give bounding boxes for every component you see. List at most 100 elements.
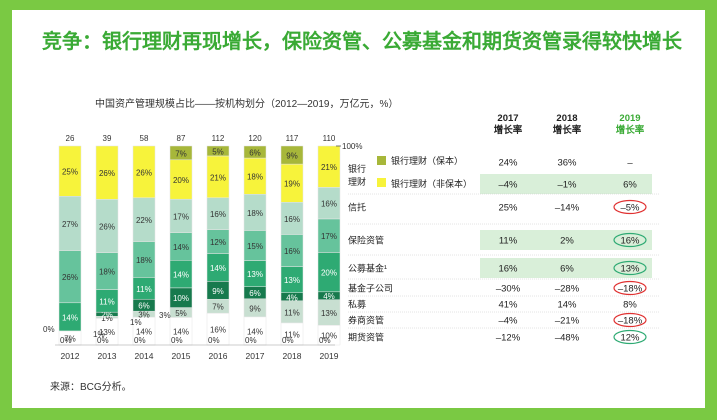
data-label-outside: 0% [43, 325, 55, 334]
data-label: 25% [62, 168, 78, 177]
x-tick-label: 2017 [246, 351, 265, 361]
total-label: 58 [140, 134, 149, 143]
data-label: 14% [136, 328, 152, 337]
data-label: 13% [247, 270, 263, 279]
bar-segment [317, 145, 341, 188]
growth-header-label: 增长率 [553, 124, 582, 136]
x-tick-label: 2018 [283, 351, 302, 361]
total-label: 120 [248, 134, 262, 143]
data-label: 16% [284, 215, 300, 224]
data-label: 11% [284, 330, 299, 339]
data-label: 18% [136, 256, 152, 265]
total-label: 26 [66, 134, 75, 143]
data-label: 21% [210, 173, 226, 182]
bar-segment [132, 145, 156, 198]
legend-bank-non-guaranteed: 银行理财（非保本） [391, 178, 472, 189]
data-label: 14% [173, 328, 189, 337]
data-label: 14% [173, 243, 189, 252]
data-label: 19% [284, 180, 300, 189]
data-label: 13% [321, 309, 337, 318]
x-tick-label: 2019 [320, 351, 339, 361]
growth-2017-mutual_fund: 16% [498, 264, 518, 275]
data-label: 18% [247, 209, 263, 218]
legend-bank-group: 理财 [348, 176, 366, 187]
data-label: 18% [247, 173, 263, 182]
growth-2018-futures: –48% [555, 333, 580, 344]
row-label-trust: 信托 [348, 202, 366, 213]
highlight-circle-red [613, 312, 647, 328]
data-label-outside: 3% [159, 311, 171, 320]
data-label: 6% [249, 289, 261, 298]
data-label: 0% [60, 336, 72, 345]
data-label: 26% [136, 168, 152, 177]
bar-segment [206, 145, 230, 157]
growth-2017-insurance: 11% [499, 236, 518, 247]
data-label: 0% [208, 336, 220, 345]
data-label: 13% [284, 276, 300, 285]
x-tick-label: 2016 [209, 351, 228, 361]
total-label: 117 [286, 134, 299, 143]
growth-2019-mutual_fund: 13% [620, 264, 640, 275]
data-label: 7% [175, 149, 187, 158]
data-label: 5% [212, 147, 224, 156]
data-label: 9% [249, 304, 261, 313]
data-label: 20% [321, 269, 337, 278]
growth-header-year: 2017 [497, 113, 518, 124]
data-label: 4% [286, 293, 298, 302]
data-label: 15% [247, 242, 263, 251]
data-label: 14% [62, 313, 78, 322]
legend-bank-guaranteed: 银行理财（保本） [391, 155, 463, 166]
growth-2019-insurance: 16% [620, 236, 640, 247]
growth-2018-bank_non_guaranteed: –1% [557, 180, 577, 191]
highlight-circle-red [613, 199, 647, 215]
data-label: 16% [284, 247, 300, 256]
total-label: 110 [323, 134, 336, 143]
data-label: 11% [284, 308, 299, 317]
growth-2017-bank_guaranteed: 24% [498, 158, 518, 169]
row-label-insurance: 保险资管 [348, 235, 384, 246]
growth-2018-trust: –14% [555, 203, 580, 214]
growth-2017-futures: –12% [496, 333, 521, 344]
data-label: 6% [249, 149, 261, 158]
data-label: 1% [101, 314, 113, 323]
bar-segment [169, 145, 193, 161]
total-label: 112 [212, 134, 225, 143]
bar-segment [95, 145, 119, 200]
page-title: 竞争：银行理财再现增长，保险资管、公募基金和期货资管录得较快增长 [42, 31, 682, 53]
growth-2018-private_fund: 14% [557, 300, 577, 311]
growth-2019-trust: –5% [620, 203, 640, 214]
legend-swatch-bank-guaranteed [377, 156, 386, 165]
row-highlight-insurance [480, 230, 652, 250]
data-label: 5% [175, 309, 187, 318]
data-label: 3% [138, 311, 150, 320]
total-label: 87 [177, 134, 186, 143]
growth-2017-private_fund: 41% [498, 300, 518, 311]
growth-2018-securities: –21% [555, 316, 580, 327]
data-label: 7% [212, 303, 224, 312]
row-label-mutual_fund: 公募基金¹ [348, 263, 387, 274]
data-label: 9% [286, 152, 298, 161]
data-label: 26% [62, 273, 78, 282]
growth-2019-securities: –18% [618, 316, 643, 327]
growth-2018-insurance: 2% [560, 236, 574, 247]
legend-bank-group: 银行 [348, 163, 366, 174]
data-label: 7% [64, 334, 76, 343]
chart-subtitle: 中国资产管理规模占比——按机构划分（2012—2019，万亿元，%） [95, 99, 399, 110]
row-highlight-bank_non_guaranteed [480, 174, 652, 194]
growth-2019-bank_guaranteed: – [627, 158, 633, 169]
data-label: 13% [99, 328, 115, 337]
data-label: 10% [321, 332, 337, 341]
growth-header-label: 增长率 [494, 124, 523, 136]
data-label: 4% [323, 292, 335, 301]
data-label: 11% [99, 297, 114, 306]
growth-2017-trust: 25% [498, 203, 518, 214]
data-label: 22% [136, 216, 152, 225]
row-highlight-mutual_fund [480, 258, 652, 278]
x-tick-label: 2014 [135, 351, 154, 361]
data-label: 18% [99, 268, 115, 277]
bar-segment [243, 145, 267, 159]
content-panel [12, 10, 705, 408]
growth-2019-fund_subsidiary: –18% [618, 284, 643, 295]
legend-swatch-bank-non-guaranteed [377, 178, 386, 187]
